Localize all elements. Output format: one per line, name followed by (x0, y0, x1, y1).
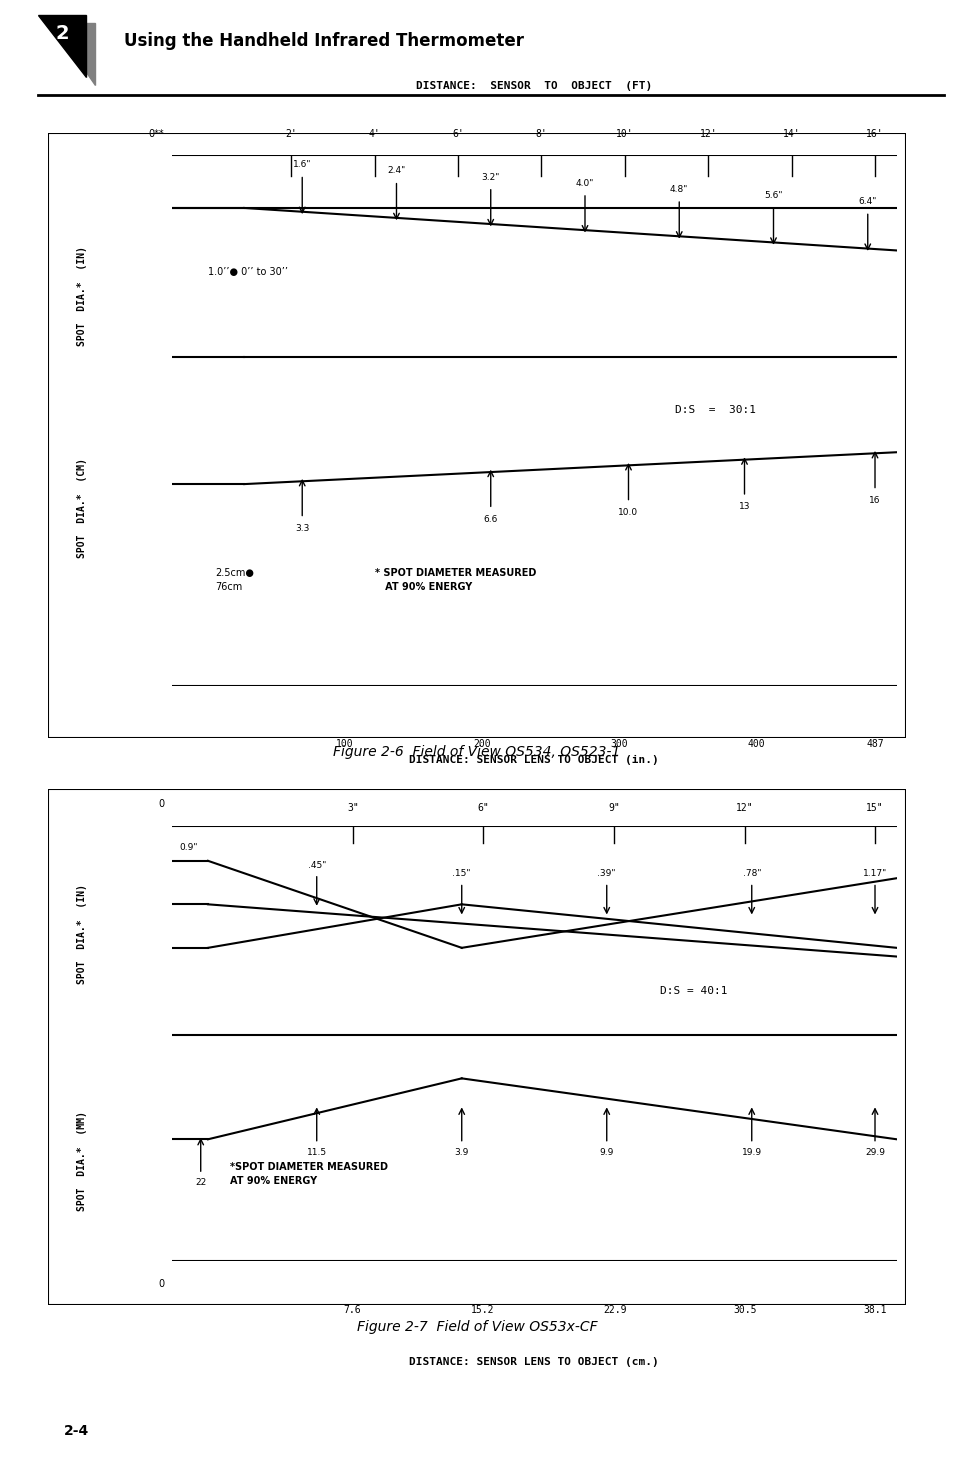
Text: .39": .39" (597, 869, 616, 878)
Text: 3.9: 3.9 (454, 1148, 469, 1156)
Polygon shape (52, 22, 95, 84)
Text: 14': 14' (782, 128, 800, 139)
Text: 15.2: 15.2 (471, 1305, 494, 1314)
Text: 2.5cm●
76cm: 2.5cm● 76cm (215, 568, 253, 591)
Text: SPOT  DIA.*  (CM): SPOT DIA.* (CM) (77, 457, 87, 558)
Text: 0.9": 0.9" (179, 844, 197, 853)
Text: 200: 200 (473, 739, 490, 749)
Text: 100: 100 (335, 739, 354, 749)
Text: 3.2": 3.2" (481, 173, 499, 181)
Text: 30.5: 30.5 (732, 1305, 756, 1314)
Text: 22: 22 (195, 1179, 206, 1187)
Text: 2': 2' (285, 128, 297, 139)
Text: 38.1: 38.1 (862, 1305, 886, 1314)
Text: 1.0’’● 0’’ to 30’’: 1.0’’● 0’’ to 30’’ (208, 267, 288, 277)
FancyBboxPatch shape (48, 789, 905, 1305)
Text: 3.3: 3.3 (294, 524, 309, 532)
Text: 3": 3" (347, 802, 358, 813)
Text: * SPOT DIAMETER MEASURED
   AT 90% ENERGY: * SPOT DIAMETER MEASURED AT 90% ENERGY (375, 568, 536, 591)
Text: 12': 12' (699, 128, 717, 139)
Text: 8': 8' (535, 128, 547, 139)
Text: 6": 6" (477, 802, 489, 813)
Text: Figure 2-6  Field of View OS534, OS523-1: Figure 2-6 Field of View OS534, OS523-1 (333, 745, 620, 760)
Text: 9.9: 9.9 (598, 1148, 614, 1156)
Text: 16: 16 (868, 496, 880, 504)
Text: Using the Handheld Infrared Thermometer: Using the Handheld Infrared Thermometer (124, 32, 523, 50)
Text: SPOT  DIA.*  (IN): SPOT DIA.* (IN) (77, 884, 87, 984)
Text: 6.6: 6.6 (483, 515, 497, 524)
Text: 1.17": 1.17" (862, 869, 886, 878)
Text: DISTANCE: SENSOR LENS TO OBJECT (cm.): DISTANCE: SENSOR LENS TO OBJECT (cm.) (409, 1357, 659, 1367)
Text: DISTANCE:  SENSOR  TO  OBJECT  (CM): DISTANCE: SENSOR TO OBJECT (CM) (416, 802, 652, 813)
Text: SPOT  DIA.*  (IN): SPOT DIA.* (IN) (77, 246, 87, 347)
Text: .78": .78" (741, 869, 760, 878)
Text: 0: 0 (158, 798, 164, 808)
Text: 10': 10' (616, 128, 633, 139)
Text: 0: 0 (158, 1279, 164, 1289)
Text: 4.8": 4.8" (669, 184, 688, 193)
Polygon shape (38, 15, 86, 77)
Text: 10.0: 10.0 (618, 507, 638, 516)
Text: 300: 300 (609, 739, 627, 749)
Text: 29.9: 29.9 (864, 1148, 884, 1156)
Text: 🌡: 🌡 (108, 482, 125, 509)
Text: 2-4: 2-4 (64, 1423, 89, 1438)
Text: 1.6": 1.6" (293, 161, 311, 170)
Text: 2.4": 2.4" (387, 167, 405, 176)
Text: D:S = 40:1: D:S = 40:1 (659, 987, 727, 996)
Text: 487: 487 (865, 739, 882, 749)
Text: 4': 4' (369, 128, 380, 139)
FancyBboxPatch shape (48, 133, 905, 738)
Text: 19.9: 19.9 (740, 1148, 761, 1156)
Text: 11.5: 11.5 (306, 1148, 327, 1156)
Text: 6.4": 6.4" (858, 198, 876, 206)
Text: 22.9: 22.9 (602, 1305, 626, 1314)
Text: 4.0": 4.0" (576, 178, 594, 187)
Text: 2: 2 (55, 24, 69, 43)
Text: Figure 2-7  Field of View OS53x-CF: Figure 2-7 Field of View OS53x-CF (356, 1320, 597, 1335)
Text: 7.6: 7.6 (343, 1305, 361, 1314)
Text: .15": .15" (452, 869, 471, 878)
Text: 400: 400 (746, 739, 764, 749)
Text: DISTANCE:  SENSOR  TO  OBJECT  (FT): DISTANCE: SENSOR TO OBJECT (FT) (416, 81, 652, 91)
Text: 5.6": 5.6" (763, 190, 781, 201)
Text: D:S  =  30:1: D:S = 30:1 (675, 404, 755, 414)
Text: SPOT  DIA.*  (MM): SPOT DIA.* (MM) (77, 1111, 87, 1211)
Text: 6': 6' (452, 128, 463, 139)
Text: 9": 9" (607, 802, 619, 813)
Text: 16': 16' (865, 128, 882, 139)
Text: 12": 12" (735, 802, 753, 813)
Text: 13: 13 (738, 502, 749, 512)
Text: 15": 15" (865, 802, 882, 813)
Text: .45": .45" (307, 860, 326, 870)
Text: 0**: 0** (149, 128, 164, 139)
Text: DISTANCE: SENSOR LENS TO OBJECT (in.): DISTANCE: SENSOR LENS TO OBJECT (in.) (409, 755, 659, 766)
Text: *SPOT DIAMETER MEASURED
AT 90% ENERGY: *SPOT DIAMETER MEASURED AT 90% ENERGY (230, 1162, 387, 1186)
